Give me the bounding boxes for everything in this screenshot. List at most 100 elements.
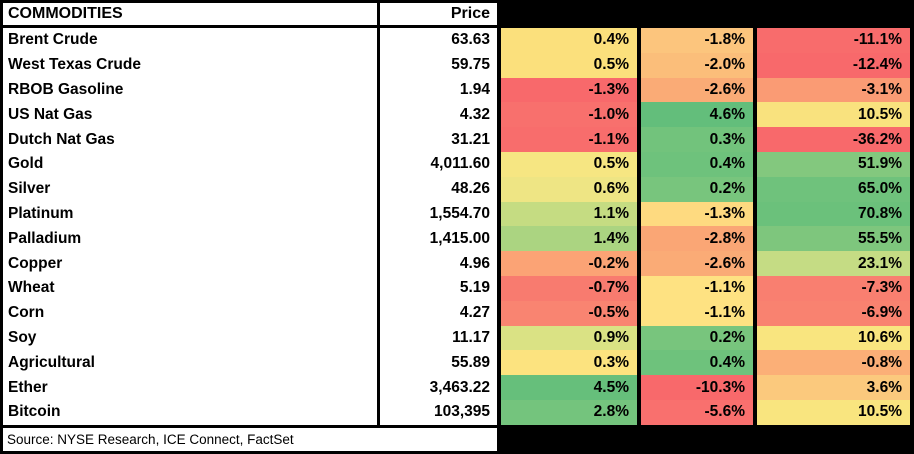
source-row-filler xyxy=(501,427,910,451)
price-value: 31.21 xyxy=(380,127,497,152)
pct-change-cell-2: -5.6% xyxy=(641,399,753,425)
pct-change-cell-1: 1.1% xyxy=(501,201,637,227)
price-value: 103,395 xyxy=(380,399,497,425)
pct-change-cell-1: -0.5% xyxy=(501,300,637,326)
price-value: 4.96 xyxy=(380,251,497,276)
table-row: Agricultural 55.89 0.3% 0.4% -0.8% xyxy=(3,350,910,376)
pct-change-cell-2: 0.4% xyxy=(641,151,753,177)
pct-change-cell-1: 0.5% xyxy=(501,52,637,78)
price-value: 4,011.60 xyxy=(380,151,497,177)
pct-change-cell-2: 4.6% xyxy=(641,102,753,128)
table-row: Palladium 1,415.00 1.4% -2.8% 55.5% xyxy=(3,226,910,252)
table-row: US Nat Gas 4.32 -1.0% 4.6% 10.5% xyxy=(3,102,910,128)
table-row: Ether 3,463.22 4.5% -10.3% 3.6% xyxy=(3,375,910,400)
price-value: 4.27 xyxy=(380,300,497,326)
footer-divider xyxy=(3,424,910,428)
pct-change-cell-2: -1.8% xyxy=(641,28,753,53)
commodity-name: Bitcoin xyxy=(3,399,377,425)
price-value: 3,463.22 xyxy=(380,375,497,400)
table-row: Corn 4.27 -0.5% -1.1% -6.9% xyxy=(3,300,910,326)
table-row: Copper 4.96 -0.2% -2.6% 23.1% xyxy=(3,251,910,276)
price-value: 48.26 xyxy=(380,176,497,202)
pct-change-cell-3: 51.9% xyxy=(757,151,910,177)
price-column-header: Price xyxy=(380,3,497,25)
table-row: Dutch Nat Gas 31.21 -1.1% 0.3% -36.2% xyxy=(3,127,910,152)
pct-change-cell-2: -1.1% xyxy=(641,300,753,326)
pct-change-cell-2: -2.6% xyxy=(641,251,753,276)
pct-change-cell-1: 0.9% xyxy=(501,325,637,351)
pct-change-cell-2: -1.1% xyxy=(641,275,753,301)
commodity-name: Wheat xyxy=(3,275,377,301)
table-row: Platinum 1,554.70 1.1% -1.3% 70.8% xyxy=(3,201,910,227)
pct-column-header-3 xyxy=(757,3,910,25)
pct-change-cell-3: -0.8% xyxy=(757,350,910,376)
pct-column-header-1 xyxy=(501,3,637,25)
pct-change-cell-3: -7.3% xyxy=(757,275,910,301)
pct-change-cell-1: 0.5% xyxy=(501,151,637,177)
pct-column-header-2 xyxy=(641,3,753,25)
commodity-name: Silver xyxy=(3,176,377,202)
commodity-name: Dutch Nat Gas xyxy=(3,127,377,152)
pct-change-cell-2: -2.0% xyxy=(641,52,753,78)
price-value: 1.94 xyxy=(380,77,497,103)
price-value: 55.89 xyxy=(380,350,497,376)
price-value: 4.32 xyxy=(380,102,497,128)
pct-change-cell-3: 10.5% xyxy=(757,102,910,128)
commodity-name: Copper xyxy=(3,251,377,276)
price-value: 59.75 xyxy=(380,52,497,78)
header-row: COMMODITIES Price xyxy=(3,3,910,25)
pct-change-cell-1: 2.8% xyxy=(501,399,637,425)
price-value: 11.17 xyxy=(380,325,497,351)
table-row: West Texas Crude 59.75 0.5% -2.0% -12.4% xyxy=(3,52,910,78)
pct-change-cell-3: -11.1% xyxy=(757,28,910,53)
price-value: 63.63 xyxy=(380,28,497,53)
table-body: Brent Crude 63.63 0.4% -1.8% -11.1% West… xyxy=(3,28,910,425)
pct-change-cell-1: -1.0% xyxy=(501,102,637,128)
commodity-name: West Texas Crude xyxy=(3,52,377,78)
commodity-name: Agricultural xyxy=(3,350,377,376)
pct-change-cell-1: -1.3% xyxy=(501,77,637,103)
pct-change-cell-2: -10.3% xyxy=(641,375,753,400)
pct-change-cell-3: 10.6% xyxy=(757,325,910,351)
commodity-name: Soy xyxy=(3,325,377,351)
commodity-name: US Nat Gas xyxy=(3,102,377,128)
price-value: 1,554.70 xyxy=(380,201,497,227)
pct-change-cell-1: 0.3% xyxy=(501,350,637,376)
pct-change-cell-2: -2.8% xyxy=(641,226,753,252)
pct-change-cell-1: -1.1% xyxy=(501,127,637,152)
pct-change-cell-3: 70.8% xyxy=(757,201,910,227)
table-row: RBOB Gasoline 1.94 -1.3% -2.6% -3.1% xyxy=(3,77,910,103)
table-row: Wheat 5.19 -0.7% -1.1% -7.3% xyxy=(3,275,910,301)
pct-change-cell-2: 0.2% xyxy=(641,176,753,202)
table-row: Soy 11.17 0.9% 0.2% 10.6% xyxy=(3,325,910,351)
pct-change-cell-1: -0.2% xyxy=(501,251,637,276)
pct-change-cell-1: -0.7% xyxy=(501,275,637,301)
pct-change-cell-2: 0.2% xyxy=(641,325,753,351)
commodity-name: RBOB Gasoline xyxy=(3,77,377,103)
pct-change-cell-3: 23.1% xyxy=(757,251,910,276)
commodity-name: Gold xyxy=(3,151,377,177)
table-row: Brent Crude 63.63 0.4% -1.8% -11.1% xyxy=(3,28,910,53)
source-row: Source: NYSE Research, ICE Connect, Fact… xyxy=(3,427,910,451)
pct-change-cell-3: -6.9% xyxy=(757,300,910,326)
table-row: Gold 4,011.60 0.5% 0.4% 51.9% xyxy=(3,151,910,177)
table-title: COMMODITIES xyxy=(3,3,377,25)
table-row: Silver 48.26 0.6% 0.2% 65.0% xyxy=(3,176,910,202)
pct-change-cell-1: 1.4% xyxy=(501,226,637,252)
pct-change-cell-2: 0.3% xyxy=(641,127,753,152)
commodity-name: Platinum xyxy=(3,201,377,227)
source-note: Source: NYSE Research, ICE Connect, Fact… xyxy=(3,427,497,451)
pct-change-cell-3: 10.5% xyxy=(757,399,910,425)
pct-change-cell-3: -36.2% xyxy=(757,127,910,152)
pct-change-cell-2: -2.6% xyxy=(641,77,753,103)
table-row: Bitcoin 103,395 2.8% -5.6% 10.5% xyxy=(3,399,910,425)
pct-change-cell-2: 0.4% xyxy=(641,350,753,376)
price-value: 1,415.00 xyxy=(380,226,497,252)
pct-change-cell-3: 3.6% xyxy=(757,375,910,400)
commodity-name: Palladium xyxy=(3,226,377,252)
commodity-name: Ether xyxy=(3,375,377,400)
pct-change-cell-3: -12.4% xyxy=(757,52,910,78)
pct-change-cell-3: 65.0% xyxy=(757,176,910,202)
pct-change-cell-1: 0.4% xyxy=(501,28,637,53)
